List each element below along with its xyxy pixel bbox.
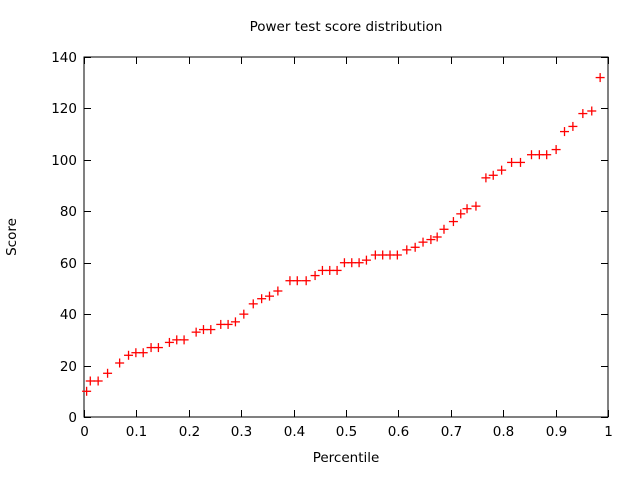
- data-point-marker: [230, 317, 240, 327]
- data-point-marker: [432, 232, 442, 242]
- x-tick-label: 0: [80, 424, 89, 440]
- data-point-marker: [164, 337, 174, 347]
- data-point-marker: [471, 201, 481, 211]
- x-tick-label: 0.8: [493, 424, 514, 440]
- x-axis-label: Percentile: [313, 450, 380, 466]
- data-point-marker: [103, 368, 113, 378]
- data-point-marker: [301, 276, 311, 286]
- x-tick-label: 0.2: [179, 424, 200, 440]
- data-point-marker: [481, 173, 491, 183]
- data-point-marker: [578, 109, 588, 119]
- data-point-marker: [560, 127, 570, 137]
- plot-border-rect: [83, 56, 609, 418]
- data-point-marker: [239, 309, 249, 319]
- data-point-marker: [448, 217, 458, 227]
- data-point-marker: [551, 145, 561, 155]
- data-point-marker: [402, 245, 412, 255]
- data-point-marker: [526, 150, 536, 160]
- y-tick-label: 40: [60, 307, 77, 323]
- x-tick-label: 0.6: [388, 424, 409, 440]
- data-point-marker: [488, 170, 498, 180]
- x-tick-label: 1: [604, 424, 613, 440]
- data-point-marker: [82, 386, 92, 396]
- data-point-marker: [542, 150, 552, 160]
- x-tick-label: 0.4: [284, 424, 305, 440]
- data-point-marker: [93, 376, 103, 386]
- data-point-marker: [85, 376, 95, 386]
- data-point-marker: [248, 299, 258, 309]
- data-point-marker: [257, 294, 267, 304]
- data-point-marker: [595, 73, 605, 83]
- data-point-marker: [273, 286, 283, 296]
- data-point-marker: [462, 204, 472, 214]
- tick-labels: 0 0.1 0.2 0.3 0.4 0.5 0.6 0.7 0.8 0.9 1 0 20 40 60 80 10…: [51, 50, 613, 440]
- data-point-marker: [354, 258, 364, 268]
- data-point-marker: [138, 348, 148, 358]
- x-tick-label: 0.9: [546, 424, 567, 440]
- data-point-marker: [191, 327, 201, 337]
- data-points: [82, 73, 605, 396]
- x-tick-label: 0.1: [126, 424, 147, 440]
- x-tick-label: 0.5: [336, 424, 357, 440]
- data-point-marker: [310, 271, 320, 281]
- data-point-marker: [410, 242, 420, 252]
- axis-ticks: [84, 57, 609, 418]
- data-point-marker: [153, 343, 163, 353]
- data-point-marker: [332, 265, 342, 275]
- data-point-marker: [426, 235, 436, 245]
- data-point-marker: [418, 237, 428, 247]
- x-tick-label: 0.7: [441, 424, 462, 440]
- data-point-marker: [439, 224, 449, 234]
- data-point-marker: [456, 209, 466, 219]
- y-tick-label: 20: [60, 359, 77, 375]
- y-tick-label: 60: [60, 256, 77, 272]
- data-point-marker: [292, 276, 302, 286]
- data-point-marker: [587, 106, 597, 116]
- data-point-marker: [568, 121, 578, 131]
- data-point-marker: [497, 165, 507, 175]
- y-tick-label: 0: [68, 410, 77, 426]
- y-tick-label: 120: [51, 101, 77, 117]
- y-tick-label: 80: [60, 204, 77, 220]
- plot-border: [83, 56, 609, 418]
- data-point-marker: [115, 358, 125, 368]
- data-point-marker: [206, 325, 216, 335]
- data-point-marker: [264, 291, 274, 301]
- y-tick-label: 100: [51, 153, 77, 169]
- data-point-marker: [515, 157, 525, 167]
- data-point-marker: [179, 335, 189, 345]
- data-point-marker: [507, 157, 517, 167]
- y-tick-label: 140: [51, 50, 77, 66]
- data-point-marker: [223, 319, 233, 329]
- data-point-marker: [361, 255, 371, 265]
- y-axis-label: Score: [4, 218, 20, 256]
- data-point-marker: [392, 250, 402, 260]
- x-tick-label: 0.3: [231, 424, 252, 440]
- data-point-marker: [124, 350, 134, 360]
- chart-title: Power test score distribution: [250, 19, 443, 35]
